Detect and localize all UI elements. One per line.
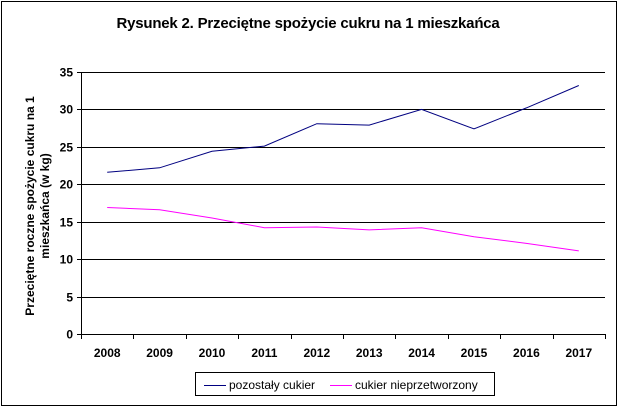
y-tick-label-30: 30 [60,103,74,117]
y-tick-label-20: 20 [60,178,74,192]
x-tick-label-2011: 2011 [251,346,277,360]
legend-swatch-pozostaly-cukier [204,385,226,387]
series-lines [107,85,579,252]
y-tick-label-35: 35 [60,66,74,80]
legend-swatch-cukier-nieprzetworzony [330,385,352,387]
x-tick-label-2012: 2012 [303,346,330,360]
chart-title: Rysunek 2. Przeciętne spożycie cukru na … [116,15,500,32]
series-line-2 [107,207,579,252]
x-tick-labels: 2008 2009 2010 2011 2012 2013 2014 2015 2016 2017 [94,346,593,360]
x-tick-label-2016: 2016 [513,346,540,360]
legend-item-cukier-nieprzetworzony: cukier nieprzetworzony [330,378,478,392]
y-tick-label-5: 5 [66,291,73,305]
gridlines [81,72,605,298]
y-tick-label-10: 10 [60,253,74,267]
legend-label-cukier-nieprzetworzony: cukier nieprzetworzony [355,378,478,392]
x-tick-label-2009: 2009 [146,346,173,360]
axes [77,72,606,339]
x-tick-label-2008: 2008 [94,346,121,360]
y-tick-label-0: 0 [66,328,73,342]
x-tick-label-2015: 2015 [461,346,488,360]
y-axis-label-line-1: Przeciętne roczne spożycie cukru na 1 [23,96,37,316]
x-tick-label-2017: 2017 [565,346,592,360]
y-axis-label-line-2: mieszkańca (w kg) [38,153,52,258]
x-tick-label-2013: 2013 [356,346,383,360]
legend-label-pozostaly-cukier: pozostały cukier [229,378,316,392]
y-tick-label-25: 25 [60,141,74,155]
x-tick-label-2014: 2014 [408,346,435,360]
y-tick-labels: 0 5 10 15 20 25 30 35 [60,66,74,342]
legend-item-pozostaly-cukier: pozostały cukier [204,378,315,392]
series-line-1 [107,85,579,173]
y-tick-label-15: 15 [60,216,74,230]
legend: pozostały cukier cukier nieprzetworzony [195,372,495,396]
x-tick-label-2010: 2010 [199,346,226,360]
